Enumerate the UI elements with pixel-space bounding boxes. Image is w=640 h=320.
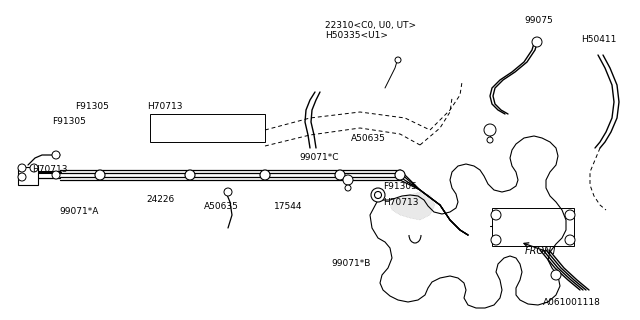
- Text: 99071*B: 99071*B: [332, 259, 371, 268]
- Text: A50635: A50635: [204, 202, 238, 211]
- Bar: [18, 167, 38, 185]
- Circle shape: [52, 151, 60, 159]
- Circle shape: [260, 170, 270, 180]
- Polygon shape: [390, 192, 435, 220]
- Text: H50411: H50411: [581, 35, 616, 44]
- Circle shape: [487, 137, 493, 143]
- Text: F91305: F91305: [52, 117, 86, 126]
- Circle shape: [395, 57, 401, 63]
- Text: 17544: 17544: [274, 202, 303, 211]
- Text: 24226: 24226: [146, 195, 174, 204]
- Bar: [150, 114, 265, 142]
- Text: 99075: 99075: [525, 16, 554, 25]
- Text: 22310<C0, U0, UT>: 22310<C0, U0, UT>: [325, 21, 416, 30]
- Circle shape: [565, 235, 575, 245]
- Circle shape: [484, 124, 496, 136]
- Circle shape: [532, 37, 542, 47]
- Circle shape: [395, 170, 405, 180]
- Circle shape: [343, 175, 353, 185]
- Circle shape: [345, 185, 351, 191]
- Circle shape: [374, 191, 381, 198]
- Circle shape: [565, 210, 575, 220]
- Circle shape: [491, 210, 501, 220]
- Text: H70713: H70713: [383, 198, 418, 207]
- Circle shape: [551, 270, 561, 280]
- Circle shape: [52, 171, 60, 179]
- Circle shape: [95, 170, 105, 180]
- Text: A061001118: A061001118: [543, 298, 600, 307]
- Circle shape: [371, 188, 385, 202]
- Circle shape: [335, 170, 345, 180]
- Circle shape: [185, 170, 195, 180]
- Circle shape: [30, 164, 38, 172]
- Text: H50335<U1>: H50335<U1>: [325, 31, 388, 40]
- Text: H70713: H70713: [32, 165, 67, 174]
- Text: F91305: F91305: [383, 182, 417, 191]
- Text: FRONT: FRONT: [525, 246, 558, 256]
- Text: H70713: H70713: [147, 102, 182, 111]
- Text: A50635: A50635: [351, 134, 385, 143]
- Circle shape: [18, 164, 26, 172]
- Text: 99071*C: 99071*C: [300, 153, 339, 162]
- Bar: [492, 208, 574, 246]
- Circle shape: [224, 188, 232, 196]
- Text: F91305: F91305: [76, 102, 109, 111]
- Circle shape: [491, 235, 501, 245]
- Text: 99071*A: 99071*A: [59, 207, 99, 216]
- Circle shape: [18, 173, 26, 181]
